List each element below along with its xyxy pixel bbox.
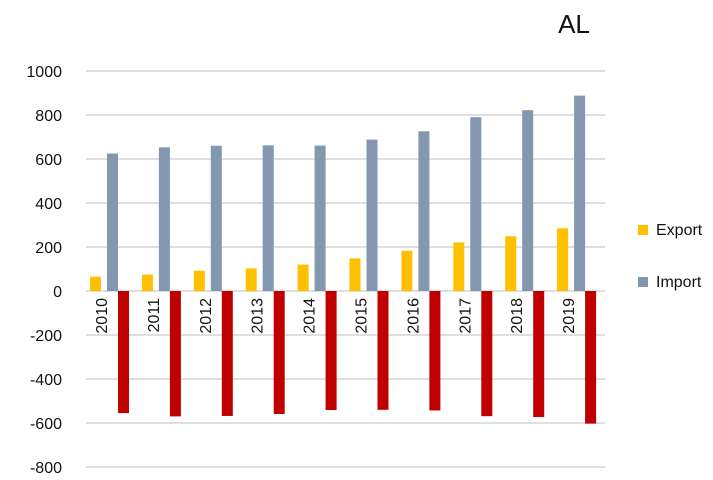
import-bar xyxy=(262,145,274,291)
y-axis-ticks: -800 -600 -400 -200 0 200 400 600 800 1000 xyxy=(26,64,62,477)
balance-bar xyxy=(273,291,285,414)
balance-bar xyxy=(481,291,493,417)
y-tick-label: 200 xyxy=(35,240,62,257)
x-tick-label: 2010 xyxy=(94,298,111,334)
export-bar xyxy=(193,270,205,291)
export-bar xyxy=(557,228,569,291)
x-tick-label: 2017 xyxy=(457,298,474,334)
import-bar xyxy=(314,145,326,291)
balance-bar xyxy=(533,291,545,418)
import-bar xyxy=(210,145,222,291)
chart-title: AL xyxy=(558,9,590,39)
x-tick-label: 2015 xyxy=(354,298,371,334)
import-bar xyxy=(470,117,482,291)
x-axis-ticks: 2010 2011 2012 2013 2014 2015 2016 2017 2018 2019 xyxy=(94,298,578,334)
x-tick-label: 2012 xyxy=(198,298,215,334)
y-tick-label: -400 xyxy=(30,372,62,389)
import-bar xyxy=(522,110,534,291)
export-bar xyxy=(505,236,517,291)
legend: Export Import xyxy=(638,222,703,291)
x-tick-label: 2014 xyxy=(302,298,319,334)
x-tick-label: 2019 xyxy=(561,298,578,334)
y-tick-label: 800 xyxy=(35,108,62,125)
balance-bar xyxy=(221,291,233,416)
y-tick-label: -800 xyxy=(30,460,62,477)
export-bar xyxy=(245,268,257,291)
export-bar xyxy=(297,264,309,291)
balance-bar xyxy=(325,291,337,411)
export-bar xyxy=(90,276,101,291)
y-tick-label: 400 xyxy=(35,196,62,213)
legend-swatch xyxy=(638,225,648,235)
legend-label: Export xyxy=(656,222,703,239)
x-tick-label: 2016 xyxy=(405,298,422,334)
x-tick-label: 2018 xyxy=(509,298,526,334)
y-tick-label: 0 xyxy=(53,284,62,301)
import-bar xyxy=(107,153,118,291)
balance-bar xyxy=(429,291,441,411)
import-bar xyxy=(418,131,430,291)
export-bar xyxy=(453,242,465,291)
import-bar xyxy=(158,147,170,291)
balance-bar xyxy=(585,291,597,424)
balance-bar xyxy=(118,291,129,414)
legend-swatch xyxy=(638,277,648,287)
y-tick-label: 600 xyxy=(35,152,62,169)
x-tick-label: 2011 xyxy=(146,298,163,333)
export-bar xyxy=(401,250,413,291)
y-tick-label: -200 xyxy=(30,328,62,345)
y-tick-label: -600 xyxy=(30,416,62,433)
balance-bar xyxy=(169,291,181,417)
import-bar xyxy=(366,139,378,291)
export-bar xyxy=(349,258,361,291)
x-tick-label: 2013 xyxy=(250,298,267,334)
y-tick-label: 1000 xyxy=(26,64,62,81)
legend-label: Import xyxy=(656,274,702,291)
export-bar xyxy=(141,274,153,291)
bars xyxy=(90,95,597,424)
balance-bar xyxy=(377,291,389,410)
import-bar xyxy=(574,95,586,291)
